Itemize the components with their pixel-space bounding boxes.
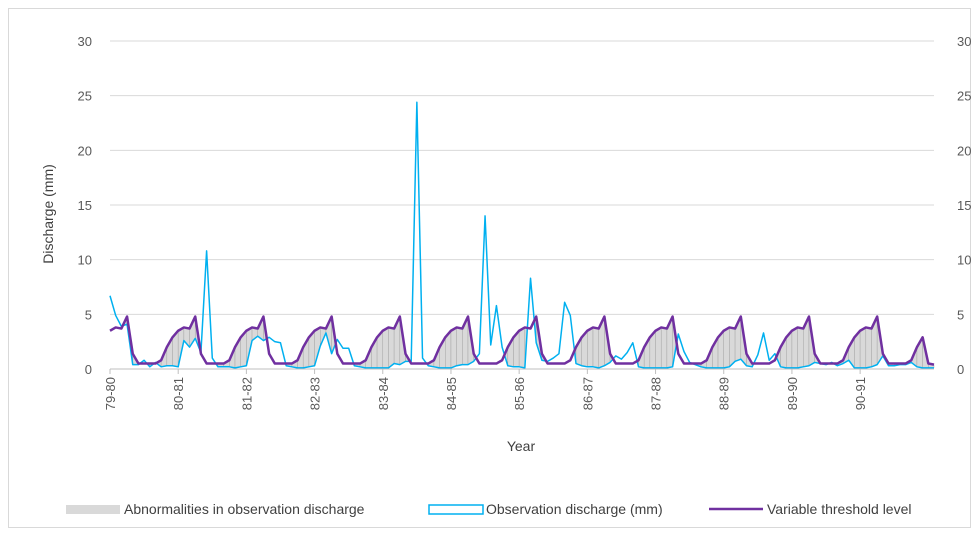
legend-abnormal-swatch xyxy=(66,505,120,514)
legend-observation-swatch xyxy=(428,504,484,515)
y-tick-label: 0 xyxy=(85,362,92,377)
x-axis-title: Year xyxy=(507,438,536,454)
y-tick-label: 10 xyxy=(78,253,92,268)
variable-threshold-line xyxy=(109,315,935,366)
abnormality-area xyxy=(587,327,594,367)
gridlines xyxy=(110,40,934,315)
observation-discharge-line xyxy=(109,101,934,369)
legend-observation-label: Observation discharge (mm) xyxy=(486,501,663,517)
legend-threshold-label: Variable threshold level xyxy=(767,501,912,517)
x-tick-label: 90-91 xyxy=(853,377,868,410)
discharge-chart: 0 0 5 5 10 10 15 15 20 20 25 25 30 30 79-80 80-81 81-82 8… xyxy=(40,34,972,517)
abnormality-area xyxy=(456,327,463,366)
abnormality-area xyxy=(450,327,457,369)
right-y-tick-label: 30 xyxy=(957,34,971,49)
x-tick-label: 82-83 xyxy=(308,377,323,410)
right-y-tick-label: 15 xyxy=(957,198,971,213)
y-tick-label: 20 xyxy=(78,143,92,158)
abnormality-area xyxy=(729,327,736,368)
y-tick-label: 5 xyxy=(85,307,92,322)
y-tick-label: 30 xyxy=(78,34,92,49)
x-tick-label: 84-85 xyxy=(444,377,459,410)
right-y-tick-label: 10 xyxy=(957,253,971,268)
abnormality-area xyxy=(382,327,389,369)
axes: 0 0 5 5 10 10 15 15 20 20 25 25 30 30 79-80 80-81 81-82 8… xyxy=(78,34,972,410)
abnormality-area xyxy=(519,327,525,369)
x-tick-label: 81-82 xyxy=(239,377,254,410)
abnormality-area xyxy=(388,327,395,369)
abnormality-area xyxy=(859,327,866,369)
x-tick-label: 80-81 xyxy=(171,377,186,410)
x-tick-label: 88-89 xyxy=(717,377,732,410)
abnormality-area xyxy=(592,327,599,369)
right-y-tick-label: 20 xyxy=(957,143,971,158)
abnormality-area xyxy=(723,327,730,369)
series-lines xyxy=(109,101,935,369)
right-y-tick-label: 25 xyxy=(957,89,971,104)
x-tick-label: 89-90 xyxy=(785,377,800,410)
y-axis-title: Discharge (mm) xyxy=(40,164,56,264)
abnormality-area xyxy=(797,327,804,369)
right-y-tick-label: 5 xyxy=(957,307,964,322)
x-tick-label: 85-86 xyxy=(512,377,527,410)
x-tick-label: 83-84 xyxy=(376,377,391,410)
legend-abnormal-label: Abnormalities in observation discharge xyxy=(124,501,365,517)
x-tick-label: 79-80 xyxy=(103,377,118,410)
chart-frame: 0 0 5 5 10 10 15 15 20 20 25 25 30 30 79-80 80-81 81-82 8… xyxy=(8,8,971,528)
x-tick-label: 86-87 xyxy=(580,377,595,410)
y-tick-label: 25 xyxy=(78,89,92,104)
abnormality-area xyxy=(661,327,668,369)
abnormality-area xyxy=(865,327,872,369)
abnormality-area xyxy=(791,327,798,369)
legend: Abnormalities in observation discharge O… xyxy=(66,501,912,517)
x-tick-label: 87-88 xyxy=(649,377,664,410)
y-tick-label: 15 xyxy=(78,198,92,213)
abnormality-area xyxy=(655,327,662,369)
right-y-tick-label: 0 xyxy=(957,362,964,377)
